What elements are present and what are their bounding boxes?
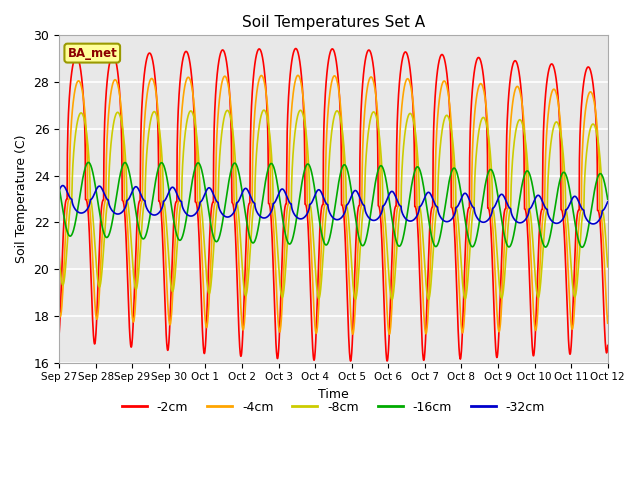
-32cm	[55, 187, 63, 193]
-16cm	[604, 196, 612, 202]
Line: -8cm: -8cm	[59, 110, 608, 300]
-4cm	[589, 91, 596, 97]
-32cm	[59, 183, 67, 189]
-16cm	[588, 202, 596, 208]
-8cm	[604, 264, 612, 270]
Title: Soil Temperatures Set A: Soil Temperatures Set A	[242, 15, 425, 30]
-2cm	[55, 331, 63, 336]
-2cm	[588, 74, 596, 80]
-2cm	[589, 76, 596, 82]
-8cm	[308, 212, 316, 217]
-16cm	[323, 242, 330, 248]
Y-axis label: Soil Temperature (C): Soil Temperature (C)	[15, 135, 28, 263]
-16cm	[84, 159, 92, 165]
-16cm	[308, 169, 316, 175]
-8cm	[588, 122, 596, 128]
-32cm	[588, 221, 596, 227]
-2cm	[83, 200, 91, 205]
-8cm	[488, 170, 495, 176]
-4cm	[55, 309, 63, 314]
Line: -16cm: -16cm	[59, 162, 608, 247]
-32cm	[308, 200, 316, 205]
-32cm	[323, 201, 330, 206]
-8cm	[55, 252, 63, 258]
-4cm	[323, 144, 330, 150]
-2cm	[347, 358, 355, 364]
Line: -32cm: -32cm	[59, 186, 608, 224]
-8cm	[323, 210, 330, 216]
-2cm	[292, 46, 300, 51]
-4cm	[488, 211, 495, 216]
-4cm	[588, 91, 596, 96]
-8cm	[388, 297, 396, 302]
-32cm	[488, 212, 495, 217]
-8cm	[83, 135, 91, 141]
-8cm	[260, 107, 268, 113]
-2cm	[604, 343, 612, 348]
-8cm	[589, 121, 596, 127]
-32cm	[589, 221, 597, 227]
-2cm	[488, 240, 495, 246]
Legend: -2cm, -4cm, -8cm, -16cm, -32cm: -2cm, -4cm, -8cm, -16cm, -32cm	[116, 396, 550, 419]
-2cm	[308, 320, 316, 326]
-4cm	[385, 331, 393, 337]
-16cm	[579, 244, 586, 250]
-2cm	[323, 79, 330, 85]
-4cm	[294, 72, 301, 78]
-16cm	[55, 185, 63, 191]
-16cm	[589, 201, 596, 206]
Line: -2cm: -2cm	[59, 48, 608, 361]
-32cm	[588, 221, 596, 227]
-4cm	[83, 151, 91, 156]
X-axis label: Time: Time	[318, 388, 349, 401]
Text: BA_met: BA_met	[67, 47, 117, 60]
-32cm	[604, 199, 612, 205]
-16cm	[488, 167, 495, 173]
-16cm	[83, 160, 91, 166]
-4cm	[604, 320, 612, 326]
Line: -4cm: -4cm	[59, 75, 608, 334]
-4cm	[308, 254, 316, 260]
-32cm	[84, 206, 92, 212]
